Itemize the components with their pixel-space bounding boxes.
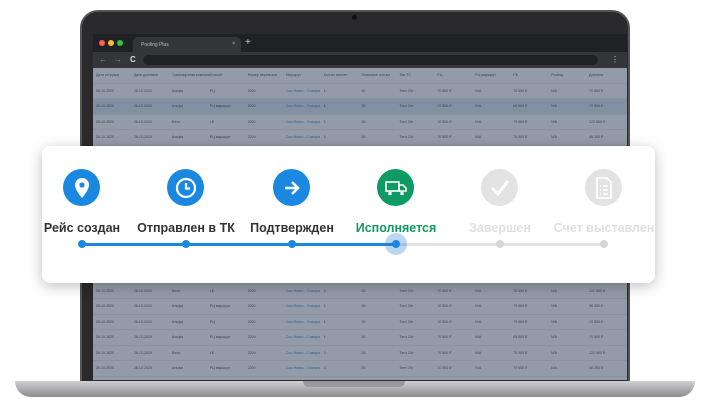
browser-tab[interactable]: Pooling Plus × bbox=[133, 37, 241, 52]
status-step[interactable] bbox=[554, 146, 654, 216]
tab-title: Pooling Plus bbox=[141, 42, 169, 48]
status-step-label: Завершен bbox=[469, 221, 531, 235]
progress-track-done bbox=[82, 243, 396, 246]
status-step[interactable] bbox=[242, 146, 342, 216]
laptop-camera bbox=[352, 15, 357, 20]
timeline-node bbox=[600, 240, 608, 248]
status-tracker-card: Рейс создан Отправлен в ТК Подтвержден И… bbox=[42, 146, 655, 283]
url-input[interactable] bbox=[143, 55, 598, 65]
timeline-node bbox=[78, 240, 86, 248]
clock-icon bbox=[167, 169, 204, 206]
status-step[interactable] bbox=[32, 146, 132, 216]
timeline-node bbox=[288, 240, 296, 248]
timeline-node bbox=[392, 240, 400, 248]
status-step-label: Рейс создан bbox=[43, 221, 121, 235]
status-step-label: Исполняется bbox=[355, 221, 437, 235]
address-bar-row: ← → C ⋮ bbox=[93, 52, 627, 68]
status-step[interactable] bbox=[346, 146, 446, 216]
status-step[interactable] bbox=[450, 146, 550, 216]
browser-menu-button[interactable]: ⋮ bbox=[611, 55, 619, 64]
status-step[interactable] bbox=[136, 146, 236, 216]
close-window-button[interactable] bbox=[99, 40, 105, 46]
back-button[interactable]: ← bbox=[99, 55, 107, 64]
timeline-node bbox=[182, 240, 190, 248]
forward-button[interactable]: → bbox=[114, 55, 122, 64]
invoice-icon bbox=[585, 169, 622, 206]
laptop-notch bbox=[303, 381, 405, 387]
status-step-label: Подтвержден bbox=[250, 221, 334, 235]
arrow-right-icon bbox=[273, 169, 310, 206]
reload-button[interactable]: C bbox=[130, 55, 136, 64]
status-step-label: Счет выставлен bbox=[553, 221, 655, 235]
truck-icon bbox=[377, 169, 414, 206]
map-pin-icon bbox=[63, 169, 100, 206]
new-tab-button[interactable]: + bbox=[245, 37, 251, 48]
maximize-window-button[interactable] bbox=[117, 40, 123, 46]
check-icon bbox=[481, 169, 518, 206]
close-tab-icon[interactable]: × bbox=[232, 41, 235, 47]
minimize-window-button[interactable] bbox=[108, 40, 114, 46]
status-step-label: Отправлен в ТК bbox=[137, 221, 235, 235]
timeline-node bbox=[496, 240, 504, 248]
tab-bar: Pooling Plus × + bbox=[93, 34, 627, 52]
laptop-base bbox=[15, 381, 695, 397]
